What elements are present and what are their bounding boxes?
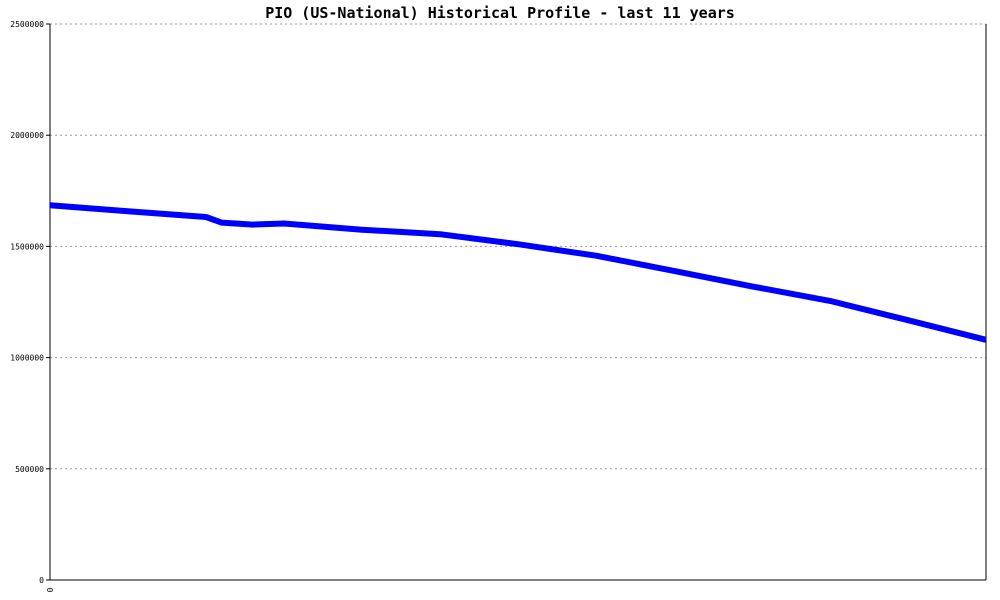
series-line xyxy=(49,202,987,343)
grid-lines xyxy=(50,23,986,470)
chart-title: PIO (US-National) Historical Profile - l… xyxy=(265,4,735,22)
y-tick-labels: 0 500000 1000000 1500000 2000000 2500000 xyxy=(10,20,50,585)
x-tick-labels: 0 xyxy=(46,587,55,592)
series-layer xyxy=(49,202,987,343)
y-tick-label: 500000 xyxy=(15,465,44,474)
y-tick-label: 2500000 xyxy=(10,20,44,29)
y-tick-label: 1500000 xyxy=(10,242,44,251)
axes xyxy=(49,24,987,581)
y-tick-label: 2000000 xyxy=(10,131,44,140)
y-tick-label: 0 xyxy=(39,576,44,585)
y-tick-label: 1000000 xyxy=(10,354,44,363)
x-tick-label: 0 xyxy=(46,587,55,592)
